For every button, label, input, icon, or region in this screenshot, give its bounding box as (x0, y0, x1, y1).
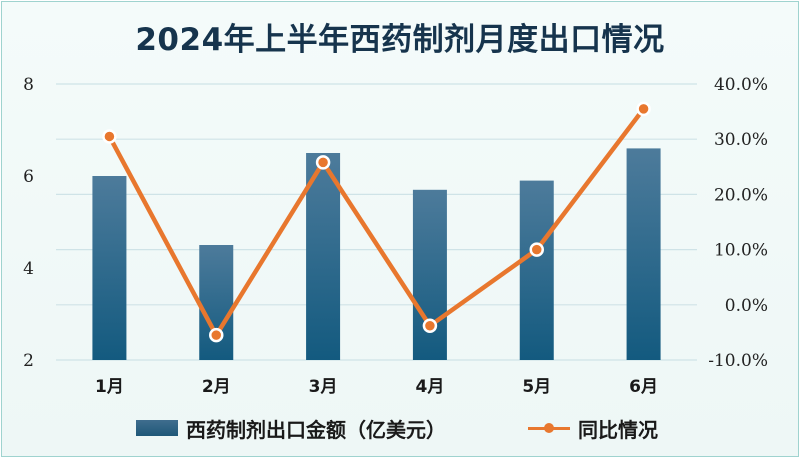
yoy-point (636, 101, 651, 117)
x-tick-label: 1月 (95, 377, 124, 397)
legend-line-swatch (528, 420, 570, 436)
yoy-point (529, 242, 544, 257)
y-right-tick-label: 30.0% (714, 130, 768, 150)
legend-bar-swatch (136, 420, 178, 436)
legend-bar-label: 西药制剂出口金额（亿美元） (186, 417, 446, 442)
y-right-tick-label: 20.0% (714, 185, 768, 205)
x-tick-label: 2月 (202, 377, 231, 397)
y-right-tick-label: 0.0% (725, 296, 768, 316)
bar (306, 153, 341, 360)
y-left-tick-label: 8 (23, 75, 34, 95)
bar (519, 180, 554, 360)
yoy-point (102, 129, 117, 144)
legend-item-line: 同比情况 (528, 408, 658, 448)
y-right-tick-label: 40.0% (714, 75, 768, 95)
yoy-point (422, 318, 438, 334)
bar (92, 176, 127, 360)
yoy-point (209, 327, 224, 343)
y-left-tick-label: 4 (23, 259, 34, 279)
y-left-tick-label: 2 (23, 351, 34, 371)
bar (199, 245, 234, 360)
chart-title: 2024年上半年西药制剂月度出口情况 (135, 22, 665, 58)
yoy-point (315, 155, 331, 170)
x-tick-label: 4月 (415, 377, 444, 397)
legend-item-bar: 西药制剂出口金额（亿美元） (136, 408, 446, 448)
y-right-tick-label: 10.0% (714, 241, 768, 261)
x-tick-label: 5月 (522, 377, 551, 397)
x-tick-label: 6月 (629, 377, 658, 397)
legend-line-label: 同比情况 (578, 417, 658, 442)
x-tick-label: 3月 (309, 377, 338, 397)
yoy-line (107, 106, 646, 338)
bar (412, 189, 447, 360)
y-right-tick-label: -10.0% (708, 351, 768, 371)
bar (626, 148, 661, 360)
legend: 西药制剂出口金额（亿美元） 同比情况 (0, 408, 800, 448)
y-left-tick-label: 6 (23, 167, 34, 187)
